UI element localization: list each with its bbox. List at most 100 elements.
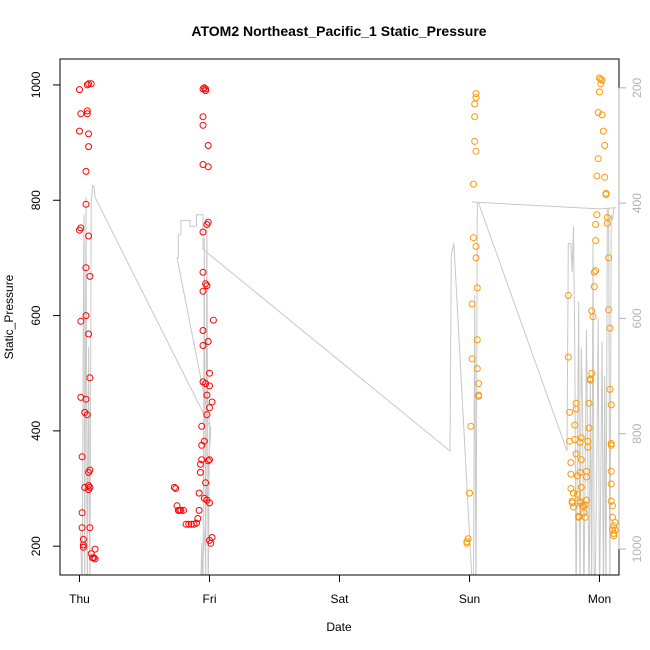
data-point-s1-31 bbox=[568, 499, 576, 507]
data-point-s1-19 bbox=[473, 365, 481, 373]
data-point-s1-38 bbox=[572, 450, 580, 458]
y-tick-label-0: 200 bbox=[29, 536, 43, 556]
data-point-s0-2 bbox=[76, 127, 83, 135]
data-point-s1-76 bbox=[596, 88, 603, 96]
data-point-s0-40 bbox=[83, 81, 91, 89]
data-point-s1-68 bbox=[590, 268, 598, 276]
data-point-s1-28 bbox=[567, 470, 575, 478]
data-point-s1-67 bbox=[590, 283, 598, 291]
data-point-s0-67 bbox=[199, 268, 207, 276]
data-point-s0-28 bbox=[83, 411, 91, 419]
data-point-s0-1 bbox=[77, 110, 85, 118]
data-point-s0-51 bbox=[185, 520, 193, 528]
data-point-s0-24 bbox=[85, 232, 93, 240]
data-point-s1-18 bbox=[473, 336, 481, 344]
data-point-s1-25 bbox=[566, 408, 574, 416]
data-point-s1-3 bbox=[466, 489, 473, 497]
data-point-s0-92 bbox=[200, 437, 208, 445]
data-point-s0-75 bbox=[202, 87, 210, 95]
data-point-s1-91 bbox=[606, 324, 614, 332]
data-point-s0-41 bbox=[85, 80, 93, 88]
data-point-s1-92 bbox=[606, 385, 614, 393]
data-point-s0-91 bbox=[203, 411, 211, 419]
data-point-s1-10 bbox=[471, 113, 479, 121]
data-point-s1-72 bbox=[593, 211, 601, 219]
data-point-s0-27 bbox=[86, 374, 94, 382]
data-point-s0-58 bbox=[196, 468, 204, 476]
data-point-s0-89 bbox=[206, 499, 213, 507]
data-point-s0-90 bbox=[203, 391, 211, 399]
data-point-s1-60 bbox=[585, 424, 593, 432]
data-point-s1-99 bbox=[609, 502, 616, 510]
data-point-s1-93 bbox=[607, 401, 615, 409]
data-point-s0-18 bbox=[82, 200, 90, 208]
data-point-s1-78 bbox=[597, 75, 605, 83]
data-point-s1-90 bbox=[605, 306, 613, 314]
data-point-s1-61 bbox=[585, 399, 593, 407]
data-point-s0-94 bbox=[202, 479, 210, 487]
data-point-s1-97 bbox=[607, 480, 615, 488]
data-point-s0-57 bbox=[195, 489, 203, 497]
data-point-s0-55 bbox=[194, 515, 202, 522]
data-point-s0-56 bbox=[195, 506, 203, 514]
data-point-s0-32 bbox=[86, 483, 94, 491]
data-point-s0-13 bbox=[81, 483, 89, 491]
data-point-s0-70 bbox=[199, 121, 207, 129]
data-point-s0-17 bbox=[82, 264, 90, 272]
data-point-s1-96 bbox=[607, 467, 615, 475]
data-point-s0-76 bbox=[202, 380, 210, 388]
data-point-s0-77 bbox=[202, 280, 210, 288]
y2-tick-label-0: 200 bbox=[630, 77, 644, 97]
data-point-s1-102 bbox=[610, 530, 618, 537]
data-point-s1-6 bbox=[468, 300, 476, 308]
data-point-s1-20 bbox=[475, 380, 483, 388]
data-point-s1-69 bbox=[592, 267, 600, 275]
x-tick-label-1: Fri bbox=[203, 592, 217, 606]
data-point-s1-48 bbox=[577, 456, 585, 464]
data-point-s1-33 bbox=[570, 489, 577, 497]
data-point-s0-4 bbox=[77, 224, 85, 232]
data-point-s1-1 bbox=[463, 539, 471, 547]
data-point-s0-68 bbox=[199, 228, 207, 236]
data-point-s1-9 bbox=[471, 137, 479, 145]
data-point-s0-43 bbox=[170, 483, 178, 491]
data-point-s1-84 bbox=[601, 173, 609, 181]
x-tick-label-4: Mon bbox=[588, 592, 611, 606]
data-point-s1-2 bbox=[464, 535, 472, 543]
data-point-s1-23 bbox=[564, 353, 572, 361]
data-point-s1-75 bbox=[594, 109, 602, 117]
data-point-s1-82 bbox=[599, 127, 607, 135]
plot-frame bbox=[59, 58, 620, 576]
data-point-s0-12 bbox=[79, 543, 87, 551]
data-point-s1-66 bbox=[589, 313, 597, 321]
y-tick-label-2: 600 bbox=[29, 305, 43, 325]
data-point-s1-88 bbox=[603, 214, 611, 221]
data-point-s0-60 bbox=[198, 456, 206, 464]
data-point-s1-34 bbox=[571, 436, 579, 443]
data-point-s0-86 bbox=[206, 382, 213, 390]
data-point-s1-37 bbox=[572, 399, 580, 407]
y-axis-label: Static_Pressure bbox=[2, 274, 16, 359]
data-point-s1-11 bbox=[471, 100, 479, 108]
data-point-s1-27 bbox=[567, 459, 575, 467]
data-point-s1-22 bbox=[475, 392, 483, 400]
data-point-s1-14 bbox=[472, 147, 480, 155]
data-point-s0-48 bbox=[177, 506, 185, 514]
data-point-s1-89 bbox=[605, 254, 613, 262]
y2-tick-label-4: 1000 bbox=[630, 535, 644, 562]
data-point-s0-5 bbox=[77, 317, 85, 325]
y-tick-label-4: 1000 bbox=[29, 71, 43, 98]
data-point-s1-56 bbox=[583, 473, 590, 481]
y-tick-label-1: 400 bbox=[29, 421, 43, 441]
x-axis-label: Date bbox=[326, 620, 352, 634]
y-tick-label-3: 800 bbox=[29, 190, 43, 210]
data-point-s0-93 bbox=[204, 457, 212, 465]
data-point-s0-88 bbox=[206, 456, 213, 464]
data-point-s0-65 bbox=[199, 327, 207, 334]
data-point-s1-64 bbox=[588, 369, 596, 377]
x-tick-label-3: Sun bbox=[459, 592, 480, 606]
data-point-s0-42 bbox=[87, 80, 95, 88]
data-point-s0-49 bbox=[180, 506, 187, 514]
